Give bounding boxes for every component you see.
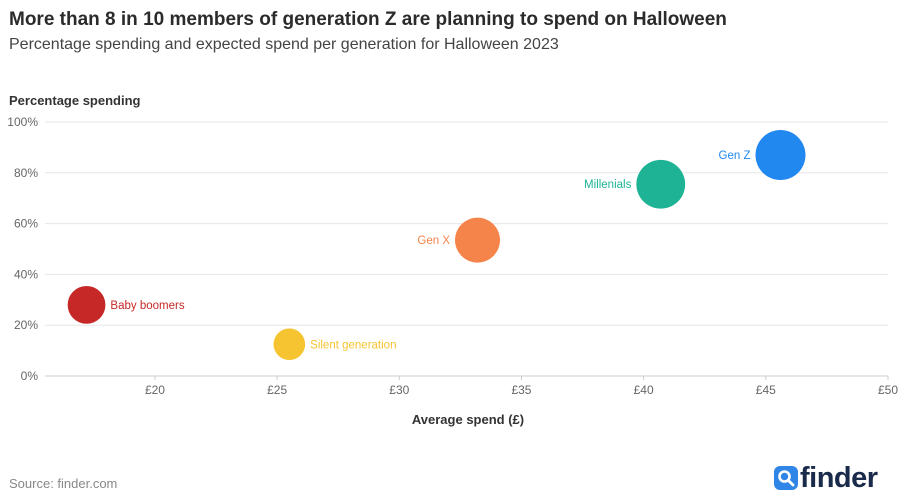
- x-tick-label: £35: [511, 383, 531, 397]
- source-note: Source: finder.com: [9, 476, 118, 491]
- x-axis-title: Average spend (£): [412, 412, 524, 427]
- label-millenials: Millenials: [584, 179, 632, 191]
- bubble-gen-z[interactable]: [755, 130, 806, 181]
- x-axis-ticks: £20 £25 £30 £35 £40 £45 £50: [145, 376, 898, 397]
- y-axis-ticks: 0% 20% 40% 60% 80% 100%: [7, 115, 38, 383]
- chart-subtitle: Percentage spending and expected spend p…: [9, 36, 559, 53]
- x-tick-label: £20: [145, 383, 165, 397]
- bubble-baby-boomers[interactable]: [67, 285, 106, 324]
- y-tick-label: 0%: [21, 369, 39, 383]
- label-gen-x: Gen X: [417, 235, 450, 247]
- y-axis-title: Percentage spending: [9, 93, 141, 108]
- x-tick-label: £45: [756, 383, 776, 397]
- y-tick-label: 60%: [14, 217, 38, 231]
- point-labels: Baby boomers Silent generation Gen X Millen…: [110, 150, 750, 351]
- bubble-silent-generation[interactable]: [273, 328, 306, 361]
- x-tick-label: £40: [634, 383, 654, 397]
- x-tick-label: £30: [389, 383, 409, 397]
- y-tick-label: 100%: [7, 115, 38, 129]
- y-tick-label: 40%: [14, 267, 38, 281]
- x-tick-label: £50: [878, 383, 898, 397]
- label-silent-generation: Silent generation: [310, 339, 396, 351]
- finder-logo: finder: [774, 462, 878, 494]
- data-points: [67, 130, 806, 361]
- bubble-gen-x[interactable]: [455, 217, 500, 263]
- y-tick-label: 20%: [14, 318, 38, 332]
- x-tick-label: £25: [267, 383, 287, 397]
- chart-title: More than 8 in 10 members of generation …: [9, 9, 727, 30]
- label-baby-boomers: Baby boomers: [110, 300, 184, 312]
- label-gen-z: Gen Z: [719, 150, 751, 162]
- y-tick-label: 80%: [14, 166, 38, 180]
- finder-search-logo-icon: [774, 466, 798, 490]
- finder-wordmark: finder: [800, 462, 878, 494]
- bubble-millenials[interactable]: [636, 159, 686, 209]
